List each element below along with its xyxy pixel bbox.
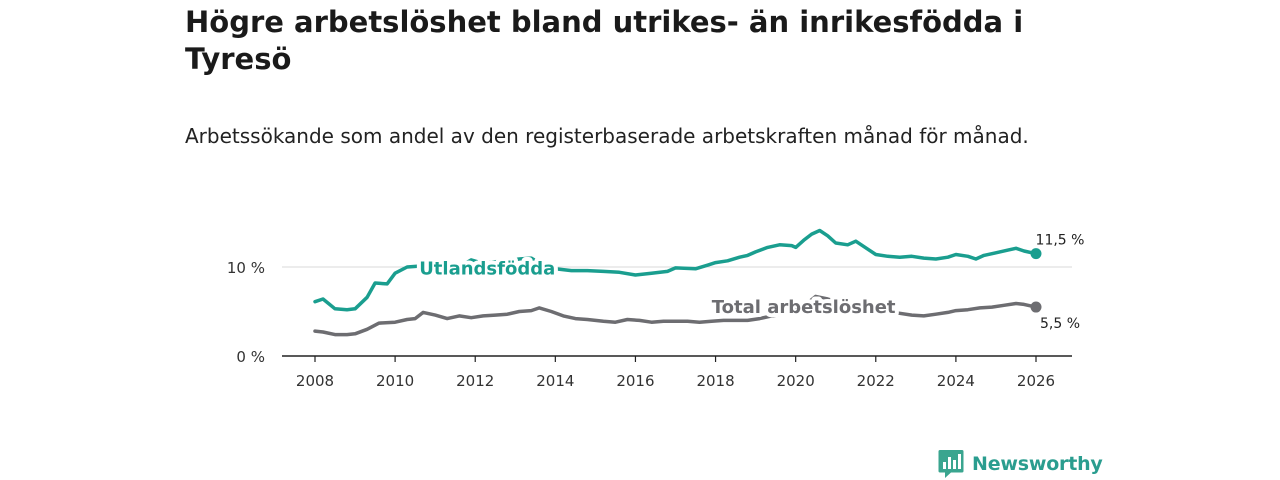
x-tick-label: 2018 (696, 372, 734, 390)
series-2-line (313, 294, 1038, 337)
series-1-name-label: Utlandsfödda (419, 258, 555, 279)
series-2-end-marker (1030, 301, 1042, 313)
series-2-end-label: 5,5 % (1040, 316, 1080, 332)
x-tick-label: 2020 (777, 372, 815, 390)
bar-chart-speech-bubble-icon (938, 450, 964, 478)
series-1-line (313, 228, 1038, 312)
x-tick-label: 2010 (376, 372, 414, 390)
x-tick-label: 2014 (536, 372, 574, 390)
x-tick-label: 2026 (1017, 372, 1055, 390)
brand-name: Newsworthy (972, 453, 1103, 475)
line-chart: 0 % 10 % 2008 2010 2012 2014 2016 2018 2020 2022 2… (227, 228, 1085, 390)
axis-layer: 0 % 10 % 2008 2010 2012 2014 2016 2018 2020 2022 2… (227, 259, 1072, 390)
x-tick-label: 2012 (456, 372, 494, 390)
x-tick-label: 2016 (616, 372, 654, 390)
y-tick-label: 10 % (227, 259, 265, 277)
x-tick-label: 2024 (937, 372, 975, 390)
series-layer (313, 228, 1042, 337)
series-1-end-marker (1030, 248, 1042, 260)
chart-subtitle: Arbetssökande som andel av den registerb… (185, 124, 1029, 148)
series-1-end-label: 11,5 % (1036, 233, 1085, 249)
y-tick-label: 0 % (236, 348, 265, 366)
chart-title: Högre arbetslöshet bland utrikes- än inr… (185, 5, 1024, 76)
label-layer: 11,5 % Utlandsfödda 5,5 % Total arbetslöshe… (415, 233, 1085, 332)
series-2-name-label: Total arbetslöshet (712, 297, 896, 318)
x-tick-label: 2008 (296, 372, 334, 390)
x-tick-label: 2022 (857, 372, 895, 390)
newsworthy-logo: Newsworthy (938, 449, 1103, 479)
